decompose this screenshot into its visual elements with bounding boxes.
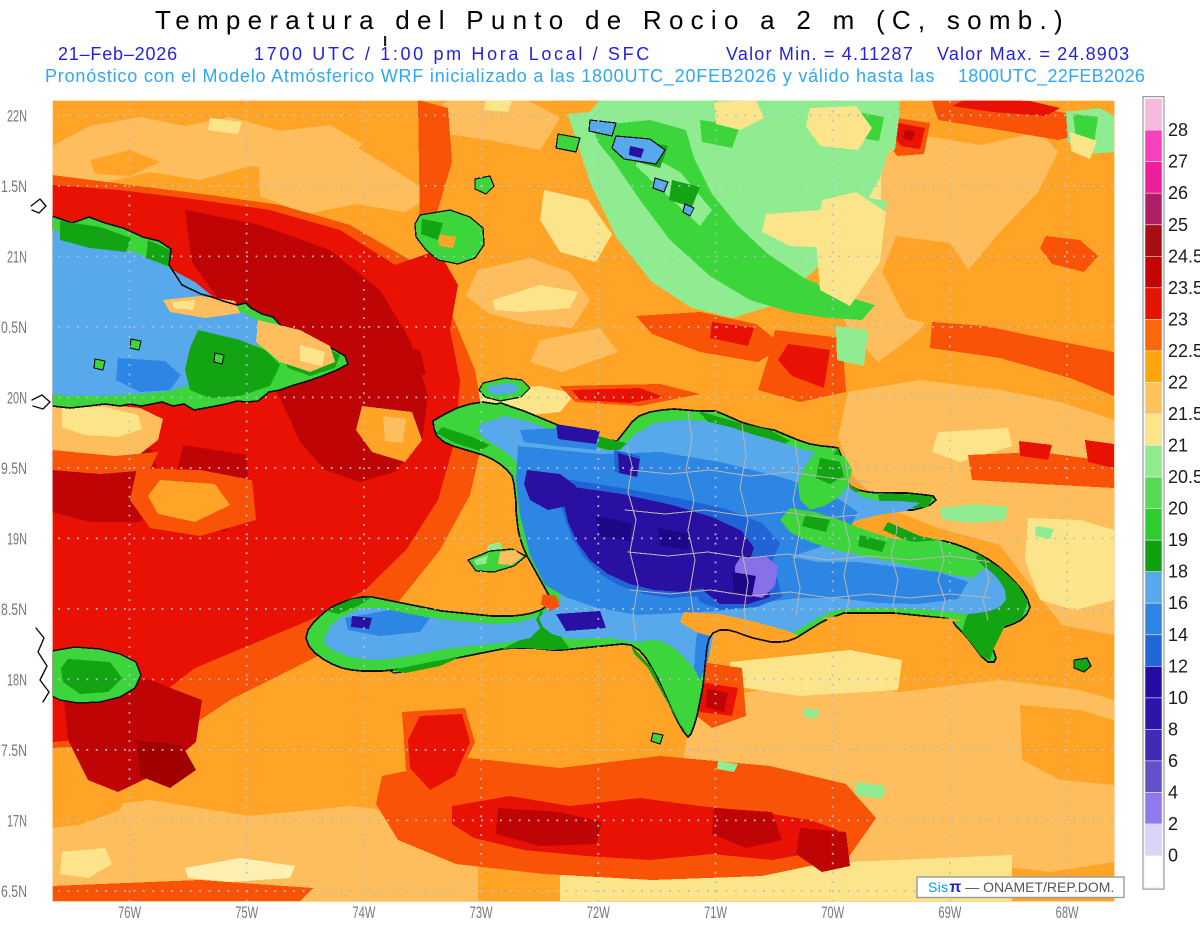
svg-text:20: 20 [1168,499,1188,519]
svg-text:17N: 17N [7,812,27,830]
svg-text:21: 21 [1168,436,1188,456]
svg-text:21N: 21N [7,248,27,266]
svg-text:24.5: 24.5 [1168,246,1200,266]
svg-text:4: 4 [1168,783,1178,803]
svg-text:Sisπ— ONAMET/REP.DOM.: Sisπ — ONAMET/REP.DOM. [928,879,1114,896]
svg-text:7.5N: 7.5N [1,742,27,760]
svg-text:19N: 19N [7,530,27,548]
svg-text:6.5N: 6.5N [1,883,27,901]
svg-text:10: 10 [1168,688,1188,708]
svg-text:23: 23 [1168,309,1188,329]
svg-text:73W: 73W [470,904,493,922]
svg-text:1.5N: 1.5N [1,178,27,196]
svg-text:68W: 68W [1056,904,1079,922]
svg-text:20N: 20N [7,389,27,407]
svg-text:9.5N: 9.5N [1,460,27,478]
svg-text:16: 16 [1168,593,1188,613]
svg-text:8.5N: 8.5N [1,601,27,619]
svg-text:26: 26 [1168,183,1188,203]
svg-text:8: 8 [1168,719,1178,739]
svg-text:22.5: 22.5 [1168,341,1200,361]
svg-text:14: 14 [1168,625,1188,645]
svg-text:18: 18 [1168,562,1188,582]
svg-text:20.5: 20.5 [1168,467,1200,487]
svg-text:74W: 74W [352,904,375,922]
svg-text:69W: 69W [938,904,961,922]
svg-text:12: 12 [1168,656,1188,676]
svg-text:25: 25 [1168,215,1188,235]
svg-text:0.5N: 0.5N [1,319,27,337]
svg-text:72W: 72W [587,904,610,922]
svg-text:76W: 76W [118,904,141,922]
svg-text:21.5: 21.5 [1168,404,1200,424]
svg-text:71W: 71W [704,904,727,922]
svg-text:22N: 22N [7,107,27,125]
svg-text:6: 6 [1168,751,1178,771]
svg-text:23.5: 23.5 [1168,278,1200,298]
svg-text:18N: 18N [7,671,27,689]
svg-text:28: 28 [1168,120,1188,140]
svg-text:22: 22 [1168,373,1188,393]
svg-text:2: 2 [1168,814,1178,834]
svg-text:27: 27 [1168,152,1188,172]
svg-text:0: 0 [1168,846,1178,866]
svg-text:75W: 75W [235,904,258,922]
svg-text:70W: 70W [821,904,844,922]
svg-text:19: 19 [1168,530,1188,550]
